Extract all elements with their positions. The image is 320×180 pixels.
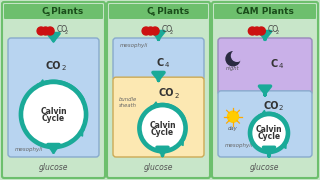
Text: Calvin: Calvin	[256, 125, 282, 134]
FancyBboxPatch shape	[8, 38, 99, 157]
Circle shape	[226, 52, 240, 66]
Text: CO: CO	[162, 26, 173, 35]
Circle shape	[251, 115, 287, 151]
Text: Calvin: Calvin	[149, 121, 176, 130]
Text: Calvin: Calvin	[40, 107, 67, 116]
Text: Cycle: Cycle	[42, 114, 65, 123]
Text: mesophyll: mesophyll	[225, 143, 253, 148]
Circle shape	[151, 27, 159, 35]
Circle shape	[22, 83, 85, 146]
Text: 2: 2	[279, 105, 284, 111]
FancyBboxPatch shape	[113, 77, 204, 157]
Circle shape	[37, 27, 45, 35]
Text: C: C	[270, 59, 277, 69]
FancyBboxPatch shape	[214, 4, 316, 19]
FancyBboxPatch shape	[2, 2, 105, 178]
FancyBboxPatch shape	[4, 4, 103, 19]
Text: 4: 4	[165, 62, 169, 68]
Text: 2: 2	[61, 65, 66, 71]
Text: CO: CO	[263, 101, 279, 111]
Circle shape	[46, 27, 54, 35]
Text: C: C	[157, 58, 164, 68]
Text: 4: 4	[278, 63, 283, 69]
Text: glucose: glucose	[250, 163, 280, 172]
Text: 2: 2	[65, 30, 68, 35]
Text: CO: CO	[268, 26, 279, 35]
Text: 4: 4	[150, 12, 155, 17]
Text: glucose: glucose	[39, 163, 68, 172]
Text: 2: 2	[170, 30, 173, 35]
FancyBboxPatch shape	[218, 38, 312, 95]
Circle shape	[42, 27, 50, 35]
Circle shape	[257, 27, 265, 35]
Text: C: C	[147, 7, 153, 16]
Text: CAM Plants: CAM Plants	[236, 7, 294, 16]
Circle shape	[231, 50, 243, 61]
Circle shape	[142, 27, 150, 35]
Text: Plants: Plants	[49, 7, 84, 16]
Text: glucose: glucose	[144, 163, 173, 172]
FancyBboxPatch shape	[113, 38, 204, 80]
FancyBboxPatch shape	[212, 2, 318, 178]
Circle shape	[147, 27, 155, 35]
FancyBboxPatch shape	[107, 2, 210, 178]
Circle shape	[228, 111, 238, 122]
Text: 2: 2	[174, 93, 179, 99]
Text: Plants: Plants	[154, 7, 189, 16]
Circle shape	[140, 106, 185, 150]
Text: 3: 3	[45, 12, 50, 17]
FancyBboxPatch shape	[218, 91, 312, 157]
Text: CO: CO	[46, 61, 61, 71]
Text: night: night	[226, 66, 240, 71]
Text: C: C	[42, 7, 48, 16]
Text: day: day	[228, 126, 238, 131]
FancyBboxPatch shape	[109, 4, 208, 19]
Text: mesophyll: mesophyll	[15, 147, 43, 152]
Circle shape	[248, 27, 256, 35]
Text: mesophyli: mesophyli	[120, 44, 148, 48]
Text: 2: 2	[276, 30, 279, 35]
Text: Cycle: Cycle	[151, 128, 174, 137]
Text: CO: CO	[159, 88, 174, 98]
Circle shape	[253, 27, 261, 35]
Text: bundle
sheath: bundle sheath	[119, 97, 137, 108]
Text: Cycle: Cycle	[257, 132, 281, 141]
Text: CO: CO	[57, 26, 68, 35]
